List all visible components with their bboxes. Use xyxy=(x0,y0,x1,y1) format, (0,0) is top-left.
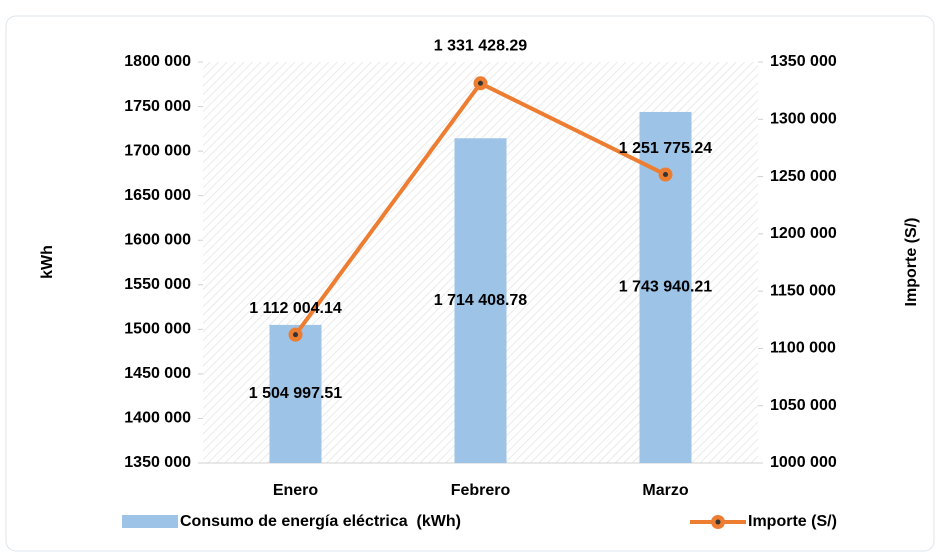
marker-dot xyxy=(293,332,298,338)
line-value-label: 1 112 004.14 xyxy=(249,300,342,317)
x-tick-label: Enero xyxy=(273,482,319,499)
marker-dot xyxy=(478,80,483,86)
bar xyxy=(269,324,322,463)
bar-value-label: 1 743 940.21 xyxy=(619,279,713,296)
y-tick-label: 1500 000 xyxy=(124,321,191,338)
y-tick-label: 1650 000 xyxy=(124,187,191,204)
marker-dot xyxy=(663,172,668,178)
y2-tick-label: 1200 000 xyxy=(770,225,837,242)
bar-value-label: 1 504 997.51 xyxy=(249,385,343,402)
y2-tick-label: 1300 000 xyxy=(770,111,837,128)
y2-tick-label: 1250 000 xyxy=(770,168,837,185)
y-axis-label: kWh xyxy=(39,245,56,279)
line-value-label: 1 331 428.29 xyxy=(434,37,528,54)
bar xyxy=(454,138,507,463)
y2-tick-label: 1100 000 xyxy=(770,340,836,357)
y2-tick-label: 1350 000 xyxy=(770,53,837,70)
y-tick-label: 1600 000 xyxy=(124,231,191,248)
bar-value-label: 1 714 408.78 xyxy=(434,292,528,309)
y-tick-label: 1400 000 xyxy=(124,410,191,427)
legend-dot xyxy=(715,519,721,525)
legend-label: Importe (S/) xyxy=(748,513,837,530)
y-tick-label: 1700 000 xyxy=(124,142,191,159)
y2-tick-label: 1000 000 xyxy=(770,454,837,471)
y-tick-label: 1750 000 xyxy=(124,98,191,115)
line-value-label: 1 251 775.24 xyxy=(619,140,713,157)
x-tick-label: Febrero xyxy=(451,482,511,499)
legend-swatch xyxy=(122,515,178,528)
y-tick-label: 1450 000 xyxy=(124,365,191,382)
legend-label: Consumo de energía eléctrica (kWh) xyxy=(180,513,461,530)
x-tick-label: Marzo xyxy=(642,482,688,499)
y2-axis-label: Importe (S/) xyxy=(903,218,920,307)
y-tick-label: 1350 000 xyxy=(124,454,191,471)
y-tick-label: 1550 000 xyxy=(124,276,191,293)
y2-tick-label: 1050 000 xyxy=(770,397,837,414)
y2-tick-label: 1150 000 xyxy=(770,282,836,299)
y-tick-label: 1800 000 xyxy=(124,53,191,70)
